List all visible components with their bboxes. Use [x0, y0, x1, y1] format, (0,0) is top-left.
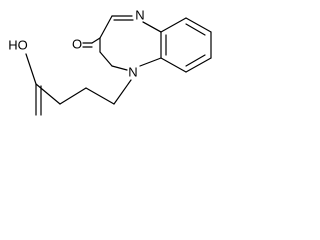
bond [99, 51, 113, 67]
atom-label: O [72, 36, 82, 51]
bond [25, 53, 37, 85]
bond [35, 83, 61, 105]
atom-label: HO [8, 37, 28, 52]
atom-label: N [135, 7, 144, 22]
bond [113, 79, 132, 105]
bond [139, 57, 162, 67]
bond [59, 87, 87, 105]
bond [185, 57, 212, 73]
bond [160, 17, 187, 33]
bond [185, 17, 212, 33]
structure-diagram: HO O N N [8, 7, 212, 116]
bonds [25, 15, 212, 116]
bond [85, 87, 115, 105]
bond [160, 57, 187, 73]
bond [185, 54, 206, 67]
bond [142, 21, 162, 33]
bond [185, 23, 206, 36]
bond [91, 37, 101, 44]
bond [99, 15, 113, 39]
bond [111, 65, 128, 71]
atom-label: N [128, 64, 137, 79]
